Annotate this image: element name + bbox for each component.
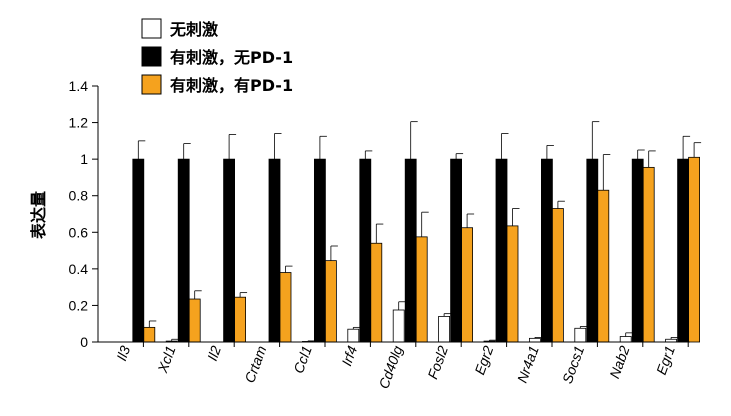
y-tick-label: 0.2 (69, 297, 89, 313)
y-tick-label: 1.4 (69, 78, 89, 94)
bar-Xcl1-s3 (188, 298, 201, 343)
bar-Nr4a1-s2 (541, 158, 553, 343)
legend-label-1: 无刺激 (169, 20, 218, 39)
x-category-label: Il2 (204, 343, 224, 363)
bar-Egr2-s3 (506, 225, 519, 343)
x-category-label: Egr1 (653, 344, 678, 377)
x-category-label: Socs1 (559, 344, 587, 386)
bar-Egr2-s2 (495, 158, 508, 343)
bar-Irf4-s2 (359, 158, 372, 343)
bar-Socs1-s1 (574, 327, 587, 343)
bar-Irf4-s3 (370, 242, 383, 343)
legend-label-2: 有刺激，无PD-1 (170, 48, 293, 67)
bar-Nab2-s1 (619, 336, 632, 343)
x-category-label: Irf4 (338, 343, 360, 368)
bar-Cd40lg-s1 (392, 309, 405, 343)
bar-Egr1-s2 (677, 158, 689, 343)
x-category-label: Crtam (241, 343, 269, 385)
bar-Fosl2-s1 (438, 315, 451, 343)
y-tick-label: 0.4 (69, 261, 89, 277)
legend-label-3: 有刺激，有PD-1 (170, 76, 293, 95)
x-category-label: Cd40lg (375, 343, 405, 390)
x-category-label: Nab2 (606, 343, 633, 380)
x-category-label: Xcl1 (154, 344, 179, 376)
bars (132, 121, 702, 343)
bar-Il3-s3 (143, 326, 156, 343)
bar-Irf4-s1 (347, 328, 360, 343)
bar-Socs1-s2 (586, 158, 599, 343)
bar-Nab2-s2 (631, 158, 644, 343)
legend-swatch-2 (141, 46, 162, 67)
bar-Nr4a1-s1 (529, 337, 541, 343)
bar-Ccl1-s3 (324, 260, 337, 343)
bar-Nab2-s3 (642, 166, 655, 343)
x-category-label: Egr2 (471, 343, 496, 376)
x-category-label: Fosl2 (424, 343, 451, 381)
bar-Cd40lg-s3 (415, 236, 428, 343)
bar-Ccl1-s2 (313, 158, 326, 343)
legend-swatch-3 (141, 74, 162, 95)
bar-Egr1-s3 (688, 156, 700, 343)
x-category-label: Nr4a1 (514, 344, 542, 385)
y-tick-label: 0.8 (69, 188, 89, 204)
x-axis: Il3 Xcl1 Il2 Crtam Ccl1 Irf4 Cd40lg Fosl2 Egr2 Nr… (98, 341, 690, 391)
bar-Socs1-s3 (597, 189, 610, 343)
y-tick-label: 0 (80, 334, 88, 350)
bar-Crtam-s2 (268, 158, 281, 343)
bar-Fosl2-s2 (450, 158, 463, 343)
y-tick-label: 1 (80, 151, 88, 167)
legend-swatch-1 (141, 18, 162, 39)
bar-Il2-s3 (234, 296, 247, 343)
bar-Xcl1-s2 (177, 158, 190, 343)
bar-Il3-s2 (132, 158, 145, 343)
y-axis: 0 0.2 0.4 0.6 0.8 1 1.2 1.4 (69, 78, 99, 350)
x-category-label: Ccl1 (290, 344, 315, 376)
x-category-label: Il3 (113, 343, 133, 363)
y-tick-label: 0.6 (69, 224, 89, 240)
bar-Il2-s2 (223, 158, 236, 343)
bar-Nr4a1-s3 (552, 208, 564, 343)
bar-Crtam-s3 (279, 272, 292, 343)
bar-Cd40lg-s2 (404, 158, 417, 343)
y-tick-label: 1.2 (69, 115, 89, 131)
y-axis-label: 表达量 (29, 191, 48, 240)
bar-Fosl2-s3 (461, 227, 474, 343)
